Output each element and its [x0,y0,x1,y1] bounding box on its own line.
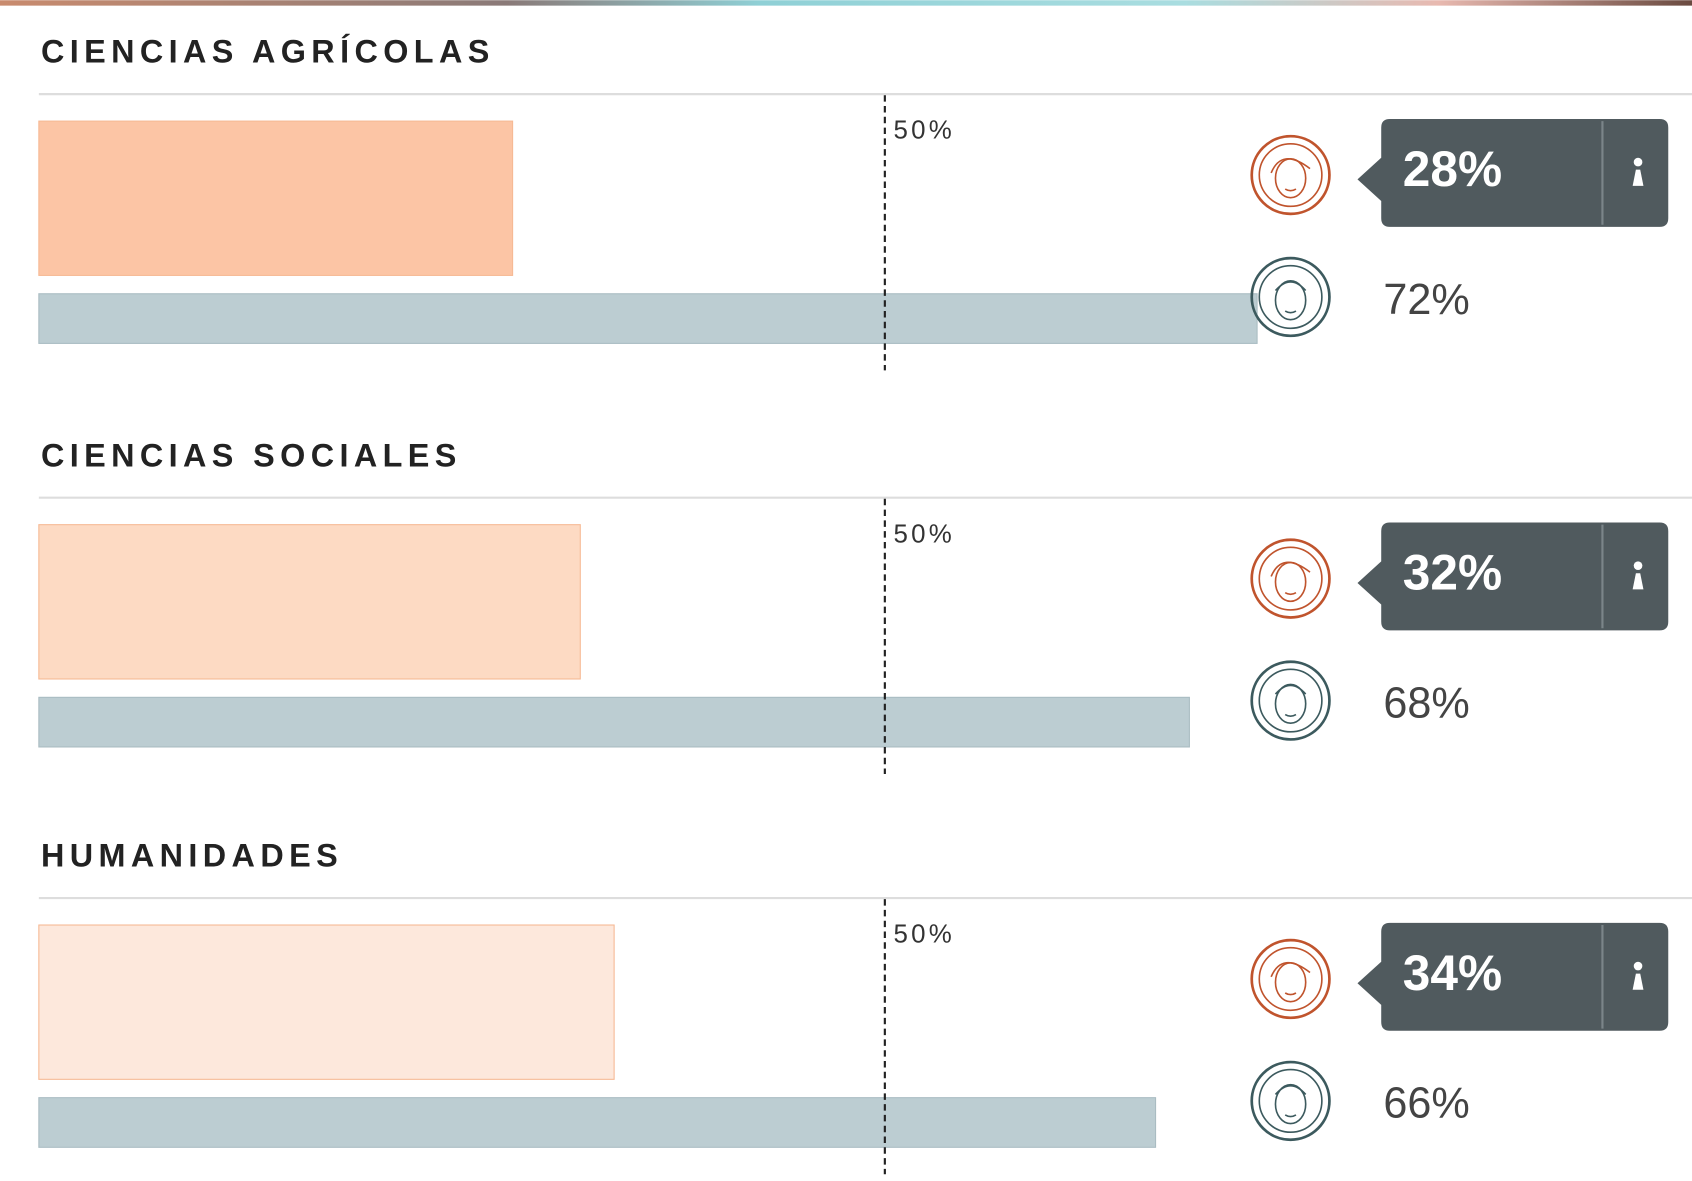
face-icon [1274,684,1307,695]
person-icon [1633,961,1643,971]
section-title: CIENCIAS SOCIALES [41,437,462,473]
face-icon [1250,256,1331,338]
face-icon [1284,1114,1297,1118]
female-label: 34% [1403,945,1502,1001]
face-icon [1274,683,1307,725]
face-icon [1258,264,1323,330]
tick-label: 50% [893,520,955,548]
face-icon [1274,961,1307,1003]
face-icon [1270,158,1311,174]
person-icon [1633,561,1643,570]
face-icon [1258,1068,1323,1134]
face-icon [1250,1060,1331,1142]
face-icon [1284,713,1297,718]
male-label: 66% [1383,1080,1469,1128]
bar [38,120,514,276]
face-icon [1250,134,1331,216]
face-icon [1284,188,1297,192]
face-icon [1258,546,1323,611]
bar [38,524,581,680]
face-icon [1274,158,1307,199]
face-icon [1274,1084,1307,1095]
badge [1357,922,1669,1031]
face-icon [1270,561,1311,577]
face-icon [1274,279,1307,321]
header-strip [0,0,1692,6]
person-icon [1632,573,1644,590]
face-icon [1258,668,1323,733]
face-icon [1270,961,1311,978]
person-icon [1633,157,1643,167]
face-icon [1274,281,1307,292]
face-icon [1258,946,1323,1012]
face-icon [1284,591,1297,596]
section-title: HUMANIDADES [41,838,343,874]
tick-label: 50% [893,921,955,949]
tick-label: 50% [893,117,955,145]
male-label: 72% [1383,276,1469,324]
female-label: 32% [1403,545,1502,601]
face-icon [1284,992,1297,996]
face-icon [1250,538,1331,619]
bar [38,293,1258,344]
face-icon [1250,938,1331,1020]
person-icon [1632,169,1644,186]
bar [38,696,1190,748]
face-icon [1258,142,1323,208]
section-title: CIENCIAS AGRÍCOLAS [41,33,495,70]
badge [1357,118,1669,227]
face-icon [1284,310,1297,314]
face-icon [1274,1083,1307,1125]
female-label: 28% [1403,141,1502,197]
male-label: 68% [1383,679,1469,727]
face-icon [1250,660,1331,741]
badge [1357,522,1669,631]
bar [38,1097,1157,1148]
bar [38,924,615,1080]
face-icon [1274,561,1307,603]
person-icon [1632,973,1644,990]
